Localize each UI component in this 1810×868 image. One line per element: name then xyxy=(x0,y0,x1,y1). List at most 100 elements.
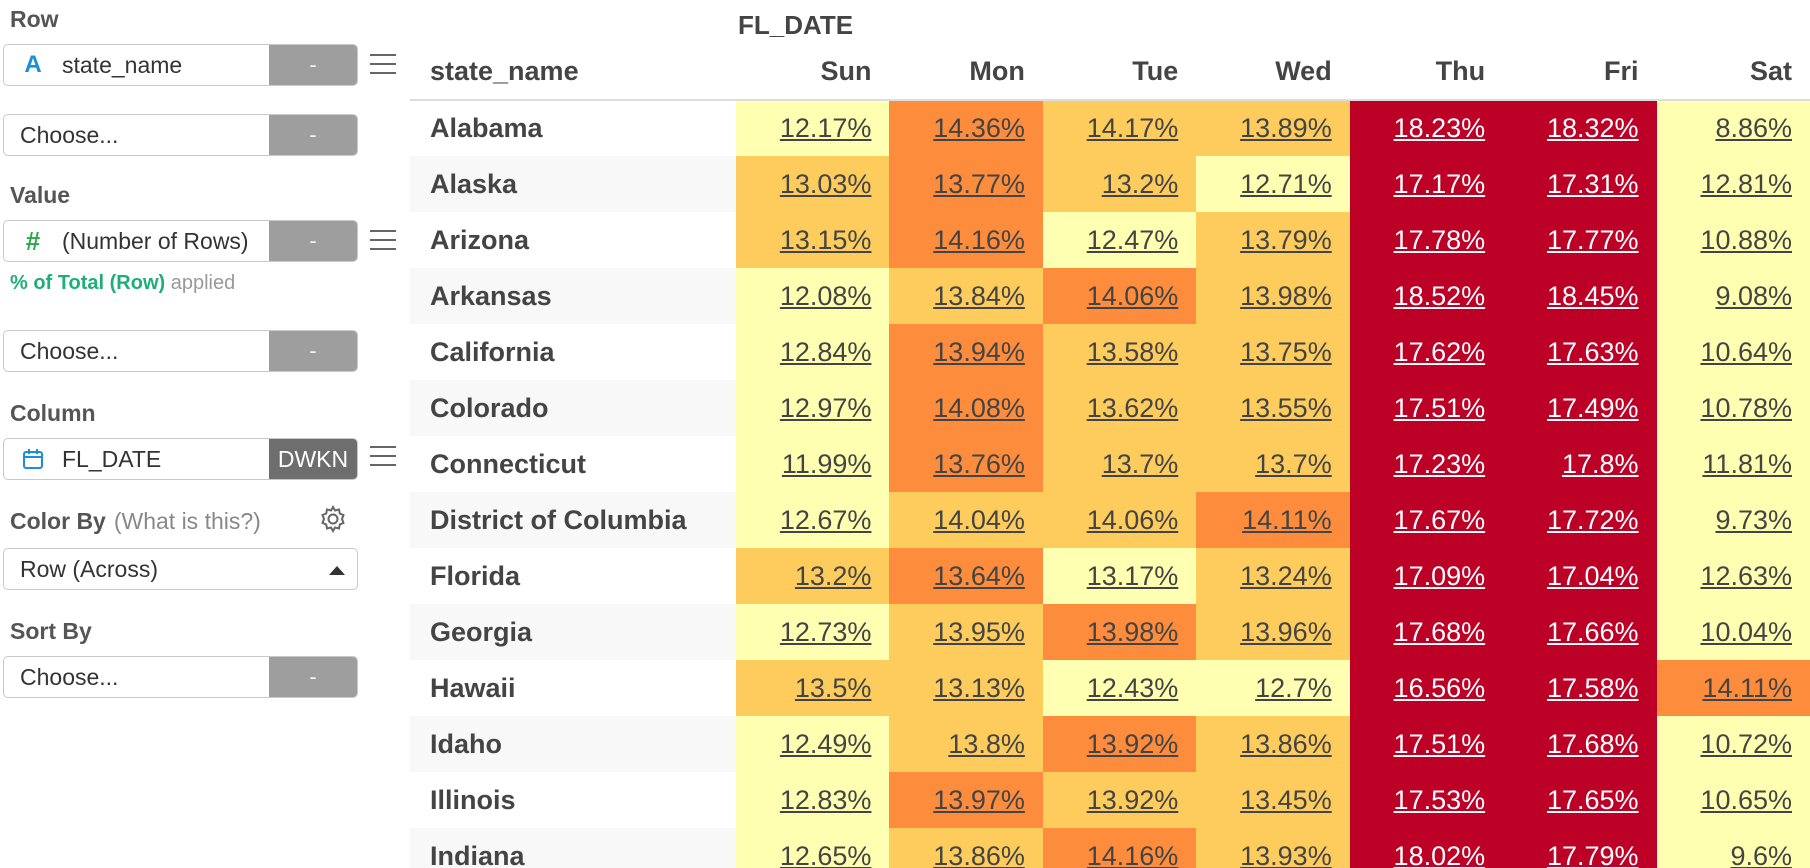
value-cell[interactable]: 12.43% xyxy=(1042,660,1197,716)
value-cell[interactable]: 13.77% xyxy=(889,156,1043,212)
row-menu-icon[interactable] xyxy=(370,54,396,76)
row-header-cell[interactable]: state_name xyxy=(410,44,737,101)
row-label[interactable]: Arkansas xyxy=(410,268,737,324)
column-menu-icon[interactable] xyxy=(370,446,396,468)
value-choose-pill[interactable]: Choose... - xyxy=(3,330,358,372)
value-cell[interactable]: 18.23% xyxy=(1349,100,1504,156)
column-header-thu[interactable]: Thu xyxy=(1349,44,1504,101)
value-cell[interactable]: 12.73% xyxy=(736,604,890,660)
row-label[interactable]: California xyxy=(430,336,555,367)
row-label[interactable]: Georgia xyxy=(410,604,737,660)
row-label[interactable]: Colorado xyxy=(410,380,737,436)
value-cell[interactable]: 14.16% xyxy=(889,212,1043,268)
value-cell[interactable]: 13.8% xyxy=(889,716,1043,772)
column-field-pill[interactable]: FL_DATE DWKN xyxy=(3,438,358,480)
value-cell[interactable]: 17.51% xyxy=(1349,716,1504,772)
value-cell[interactable]: 13.98% xyxy=(1042,604,1197,660)
column-header-sun[interactable]: Sun xyxy=(736,44,890,101)
value-cell[interactable]: 13.7% xyxy=(1196,436,1350,492)
value-cell[interactable]: 17.23% xyxy=(1349,436,1504,492)
value-cell[interactable]: 13.75% xyxy=(1196,324,1350,380)
value-cell[interactable]: 10.64% xyxy=(1656,324,1810,380)
column-header-fri[interactable]: Fri xyxy=(1503,44,1657,101)
value-cell[interactable]: 10.72% xyxy=(1656,716,1810,772)
row-choose-button[interactable]: - xyxy=(269,115,357,155)
value-cell[interactable]: 13.45% xyxy=(1196,772,1350,828)
value-cell[interactable]: 11.99% xyxy=(736,436,890,492)
value-cell[interactable]: 14.06% xyxy=(1042,268,1197,324)
value-cell[interactable]: 13.98% xyxy=(1196,268,1350,324)
value-cell[interactable]: 17.53% xyxy=(1349,772,1504,828)
value-cell[interactable]: 14.36% xyxy=(889,100,1043,156)
value-cell[interactable]: 17.09% xyxy=(1349,548,1504,604)
value-cell[interactable]: 13.93% xyxy=(1196,828,1350,868)
value-cell[interactable]: 17.17% xyxy=(1349,156,1504,212)
value-cell[interactable]: 13.94% xyxy=(889,324,1043,380)
value-cell[interactable]: 13.15% xyxy=(736,212,890,268)
value-cell[interactable]: 17.31% xyxy=(1503,156,1657,212)
value-cell[interactable]: 17.04% xyxy=(1503,548,1657,604)
value-cell[interactable]: 13.55% xyxy=(1196,380,1350,436)
color-by-select[interactable]: Row (Across) xyxy=(3,548,358,590)
value-cell[interactable]: 13.96% xyxy=(1196,604,1350,660)
value-cell[interactable]: 17.66% xyxy=(1503,604,1657,660)
value-cell[interactable]: 13.5% xyxy=(736,660,890,716)
applied-calc-name[interactable]: % of Total (Row) xyxy=(10,272,166,294)
value-cell[interactable]: 13.13% xyxy=(889,660,1043,716)
value-cell[interactable]: 12.83% xyxy=(736,772,890,828)
row-label[interactable]: Hawaii xyxy=(430,672,516,703)
sort-by-choose-pill[interactable]: Choose... - xyxy=(3,656,358,698)
value-cell[interactable]: 17.72% xyxy=(1503,492,1657,548)
row-label[interactable]: Florida xyxy=(430,560,521,591)
value-cell[interactable]: 13.79% xyxy=(1196,212,1350,268)
value-cell[interactable]: 12.7% xyxy=(1196,660,1350,716)
value-cell[interactable]: 18.45% xyxy=(1503,268,1657,324)
value-menu-icon[interactable] xyxy=(370,230,396,252)
value-cell[interactable]: 13.2% xyxy=(736,548,890,604)
row-label[interactable]: Connecticut xyxy=(430,448,587,479)
value-cell[interactable]: 14.04% xyxy=(889,492,1043,548)
value-cell[interactable]: 12.71% xyxy=(1196,156,1350,212)
row-field-pill[interactable]: A state_name - xyxy=(3,44,358,86)
value-cell[interactable]: 14.08% xyxy=(889,380,1043,436)
row-label[interactable]: Alabama xyxy=(430,113,543,143)
value-cell[interactable]: 13.76% xyxy=(889,436,1043,492)
value-cell[interactable]: 13.86% xyxy=(1196,716,1350,772)
value-cell[interactable]: 12.65% xyxy=(736,828,890,868)
value-cell[interactable]: 13.92% xyxy=(1042,772,1197,828)
value-cell[interactable]: 12.67% xyxy=(736,492,890,548)
value-cell[interactable]: 13.62% xyxy=(1042,380,1197,436)
value-cell[interactable]: 12.49% xyxy=(736,716,890,772)
value-cell[interactable]: 14.17% xyxy=(1042,100,1197,156)
value-cell[interactable]: 17.8% xyxy=(1503,436,1657,492)
value-cell[interactable]: 17.68% xyxy=(1349,604,1504,660)
row-label[interactable]: Arizona xyxy=(430,224,530,255)
value-cell[interactable]: 14.11% xyxy=(1656,660,1810,716)
row-label[interactable]: Illinois xyxy=(430,784,516,815)
value-cell[interactable]: 13.95% xyxy=(889,604,1043,660)
value-cell[interactable]: 12.63% xyxy=(1656,548,1810,604)
value-cell[interactable]: 13.7% xyxy=(1042,436,1197,492)
column-header-mon[interactable]: Mon xyxy=(889,44,1043,101)
value-cell[interactable]: 17.63% xyxy=(1503,324,1657,380)
value-choose-button[interactable]: - xyxy=(269,331,357,371)
value-cell[interactable]: 13.17% xyxy=(1042,548,1197,604)
value-cell[interactable]: 18.32% xyxy=(1503,100,1657,156)
value-cell[interactable]: 17.79% xyxy=(1503,828,1657,868)
value-cell[interactable]: 13.92% xyxy=(1042,716,1197,772)
color-by-help-link[interactable]: (What is this?) xyxy=(113,508,261,534)
row-label[interactable]: Alaska xyxy=(410,156,737,212)
row-choose-pill[interactable]: Choose... - xyxy=(3,114,358,156)
row-label[interactable]: Idaho xyxy=(410,716,737,772)
value-cell[interactable]: 13.58% xyxy=(1042,324,1197,380)
value-cell[interactable]: 17.68% xyxy=(1503,716,1657,772)
value-cell[interactable]: 13.97% xyxy=(889,772,1043,828)
row-field-remove-button[interactable]: - xyxy=(269,45,357,85)
value-cell[interactable]: 17.58% xyxy=(1503,660,1657,716)
value-cell[interactable]: 18.02% xyxy=(1349,828,1504,868)
value-cell[interactable]: 13.03% xyxy=(736,156,890,212)
value-cell[interactable]: 12.08% xyxy=(736,268,890,324)
value-cell[interactable]: 13.86% xyxy=(889,828,1043,868)
value-cell[interactable]: 16.56% xyxy=(1349,660,1504,716)
value-cell[interactable]: 12.81% xyxy=(1656,156,1810,212)
